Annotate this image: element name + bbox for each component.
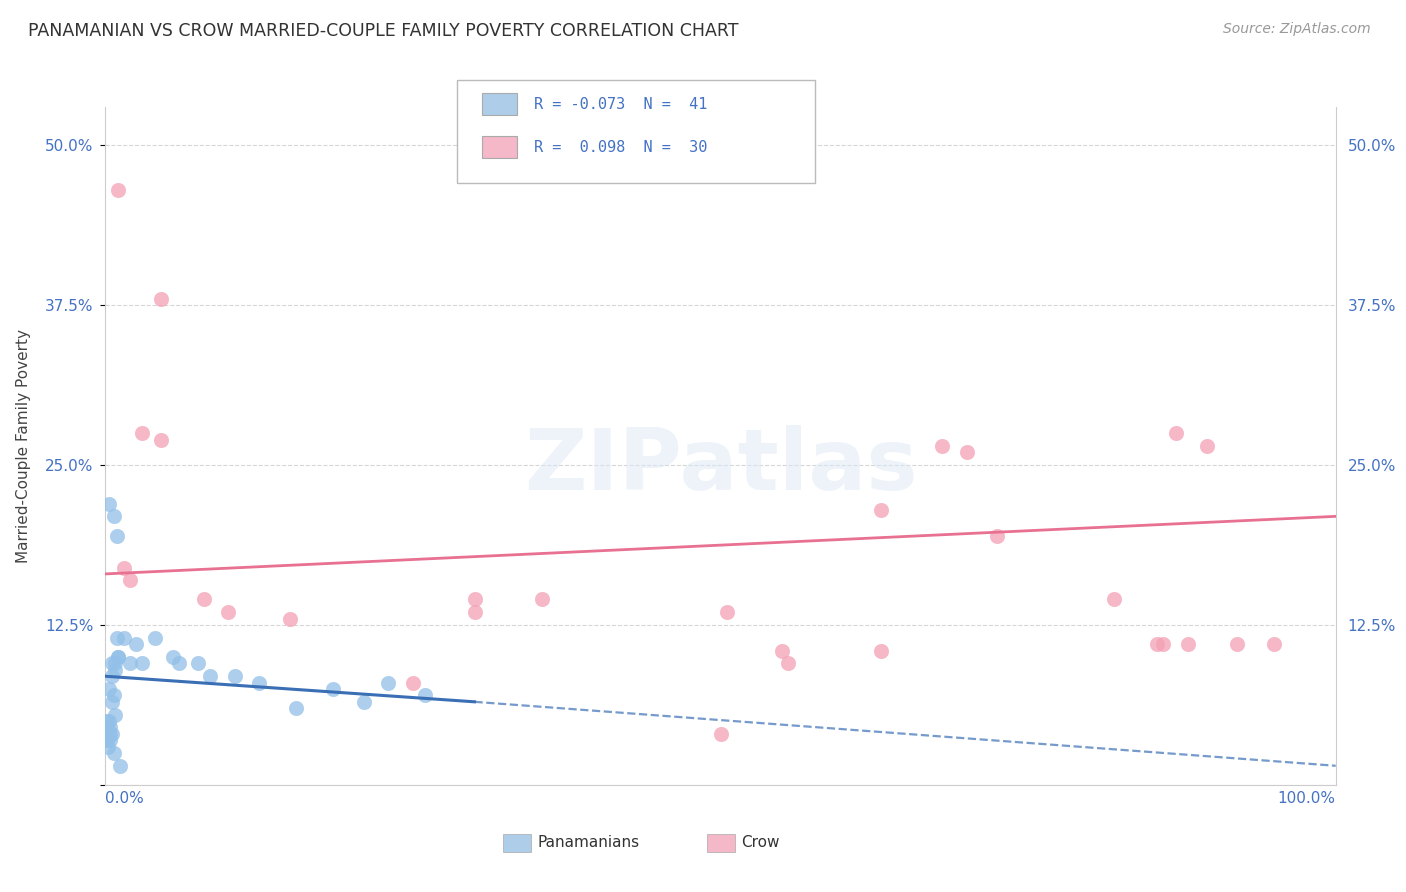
Point [931, 439, 953, 453]
Point [193, 592, 215, 607]
Point [104, 663, 127, 677]
Point [1195, 439, 1218, 453]
Point [778, 657, 800, 671]
Point [377, 675, 399, 690]
Point [1104, 592, 1126, 607]
Point [104, 657, 127, 671]
Point [105, 631, 128, 645]
Point [112, 560, 135, 574]
Point [98, 497, 121, 511]
Point [100, 669, 122, 683]
Point [869, 503, 891, 517]
Point [415, 689, 437, 703]
Point [402, 675, 425, 690]
Y-axis label: Married-Couple Family Poverty: Married-Couple Family Poverty [17, 329, 31, 563]
Point [103, 509, 125, 524]
Point [94, 714, 117, 728]
Text: Crow: Crow [741, 836, 779, 850]
Point [98, 681, 121, 696]
Point [98, 720, 122, 734]
Point [103, 746, 125, 760]
Point [353, 695, 375, 709]
Point [96, 733, 118, 747]
Point [710, 727, 733, 741]
Point [531, 592, 554, 607]
Point [120, 574, 141, 588]
Point [131, 426, 153, 441]
Point [956, 445, 979, 459]
Point [125, 637, 148, 651]
Text: Panamanians: Panamanians [537, 836, 640, 850]
Point [120, 657, 141, 671]
Text: R =  0.098  N =  30: R = 0.098 N = 30 [534, 140, 707, 154]
Point [100, 695, 122, 709]
Point [149, 292, 172, 306]
Point [107, 650, 129, 665]
Point [869, 643, 891, 657]
Point [98, 733, 122, 747]
Point [100, 727, 122, 741]
Text: 100.0%: 100.0% [1278, 791, 1336, 806]
Point [464, 592, 486, 607]
Text: R = -0.073  N =  41: R = -0.073 N = 41 [534, 97, 707, 112]
Text: ZIPatlas: ZIPatlas [523, 425, 918, 508]
Point [105, 528, 128, 542]
Point [98, 714, 121, 728]
Point [100, 657, 122, 671]
Point [97, 739, 120, 754]
Point [107, 183, 129, 197]
Point [169, 657, 191, 671]
Point [103, 689, 125, 703]
Point [770, 643, 793, 657]
Point [986, 528, 1008, 542]
Point [162, 650, 184, 665]
Point [112, 631, 135, 645]
Point [1146, 637, 1168, 651]
Point [1263, 637, 1285, 651]
Point [1164, 426, 1187, 441]
Point [285, 701, 308, 715]
Point [96, 720, 118, 734]
Point [149, 433, 172, 447]
Point [1153, 637, 1175, 651]
Point [143, 631, 166, 645]
Point [198, 669, 221, 683]
Point [110, 758, 132, 772]
Point [218, 605, 240, 619]
Point [464, 605, 486, 619]
Point [278, 612, 301, 626]
Point [1177, 637, 1199, 651]
Point [1226, 637, 1249, 651]
Point [131, 657, 153, 671]
Point [224, 669, 246, 683]
Point [104, 707, 127, 722]
Point [187, 657, 209, 671]
Point [98, 727, 122, 741]
Point [716, 605, 738, 619]
Point [107, 650, 129, 665]
Point [247, 675, 270, 690]
Point [322, 681, 344, 696]
Text: PANAMANIAN VS CROW MARRIED-COUPLE FAMILY POVERTY CORRELATION CHART: PANAMANIAN VS CROW MARRIED-COUPLE FAMILY… [28, 22, 738, 40]
Text: Source: ZipAtlas.com: Source: ZipAtlas.com [1223, 22, 1371, 37]
Text: 0.0%: 0.0% [105, 791, 145, 806]
